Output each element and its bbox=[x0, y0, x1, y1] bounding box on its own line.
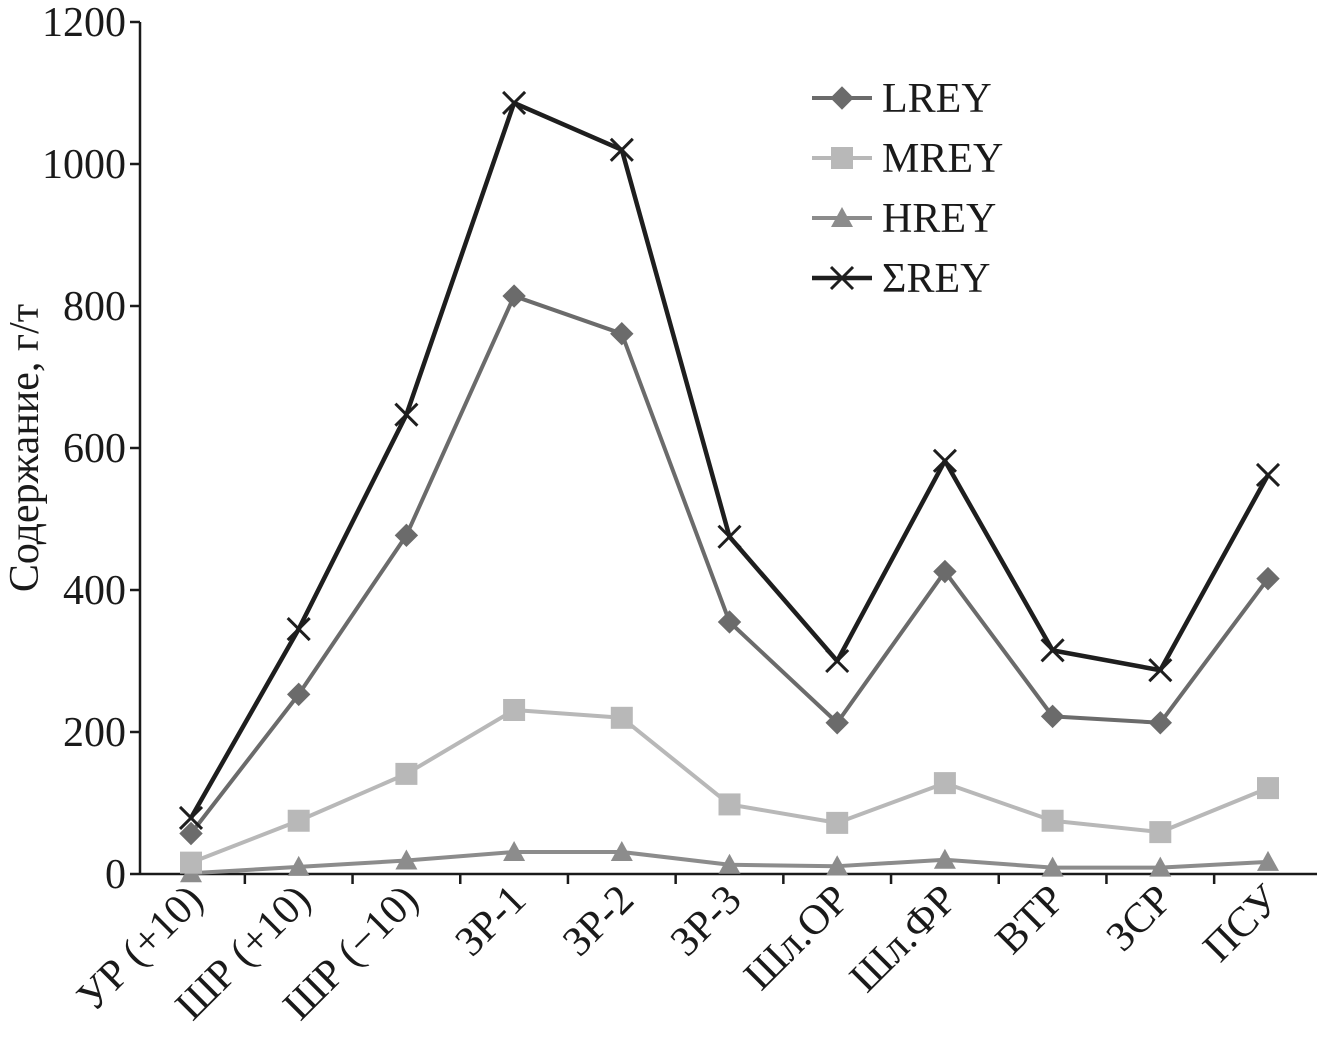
series-lrey bbox=[179, 284, 1280, 846]
y-tick-label: 800 bbox=[63, 284, 126, 330]
series-sum-rey bbox=[178, 90, 1281, 830]
data-point-sum-rey bbox=[609, 137, 634, 162]
data-point-mrey bbox=[1149, 821, 1172, 844]
data-point-hrey bbox=[287, 855, 310, 876]
legend-marker bbox=[829, 265, 855, 291]
data-point-sum-rey bbox=[1255, 462, 1281, 488]
series-hrey bbox=[180, 840, 1279, 883]
series-line-sum-rey bbox=[189, 100, 1270, 820]
data-point-sum-rey bbox=[717, 524, 742, 549]
data-point-hrey bbox=[826, 855, 849, 876]
data-point-lrey bbox=[933, 559, 957, 584]
data-point-lrey bbox=[1148, 711, 1173, 735]
series-line-lrey bbox=[189, 294, 1270, 835]
data-point-lrey bbox=[179, 821, 203, 846]
x-tick-label: Шл.ОР bbox=[736, 877, 859, 1000]
legend-item-mrey: MREY bbox=[812, 136, 1003, 182]
legend-label: LREY bbox=[882, 76, 992, 122]
data-point-lrey bbox=[825, 711, 849, 735]
data-point-mrey bbox=[933, 772, 956, 795]
y-tick-label: 200 bbox=[63, 710, 126, 756]
data-point-sum-rey bbox=[178, 805, 204, 830]
y-tick-label: 400 bbox=[63, 568, 126, 614]
data-point-lrey bbox=[394, 523, 419, 548]
data-point-lrey bbox=[1256, 566, 1280, 591]
data-point-hrey bbox=[395, 849, 418, 870]
data-point-hrey bbox=[1041, 856, 1064, 877]
series-line-mrey bbox=[190, 707, 1269, 865]
data-point-sum-rey bbox=[1040, 638, 1065, 663]
legend-marker bbox=[831, 207, 853, 227]
legend-item-sum-rey: ΣREY bbox=[812, 256, 990, 302]
legend-marker bbox=[830, 86, 854, 110]
x-tick-label: Шл.ФР bbox=[841, 877, 966, 1002]
data-point-sum-rey bbox=[825, 648, 850, 674]
data-point-mrey bbox=[503, 698, 526, 721]
data-point-sum-rey bbox=[1148, 658, 1173, 683]
x-tick-label: ПСУ bbox=[1195, 876, 1290, 971]
data-point-lrey bbox=[1040, 704, 1065, 729]
legend-label: ΣREY bbox=[882, 256, 990, 302]
legend-item-lrey: LREY bbox=[812, 76, 992, 122]
data-point-sum-rey bbox=[394, 402, 419, 427]
data-point-hrey bbox=[1149, 856, 1172, 877]
x-tick-label: ЗСР bbox=[1098, 877, 1182, 961]
legend-label: MREY bbox=[882, 136, 1003, 182]
y-tick-label: 0 bbox=[105, 852, 126, 898]
data-point-mrey bbox=[718, 793, 741, 816]
data-point-mrey bbox=[1257, 777, 1279, 800]
data-point-hrey bbox=[503, 840, 526, 861]
data-point-hrey bbox=[610, 840, 633, 861]
legend-item-hrey: HREY bbox=[812, 196, 996, 242]
data-point-lrey bbox=[717, 610, 742, 634]
data-point-lrey bbox=[286, 682, 311, 707]
series-mrey bbox=[180, 698, 1279, 874]
y-axis-title: Содержание, г/т bbox=[2, 304, 48, 592]
data-point-hrey bbox=[933, 848, 956, 869]
data-point-sum-rey bbox=[932, 448, 957, 473]
data-point-mrey bbox=[1041, 809, 1064, 832]
y-tick-label: 1000 bbox=[42, 142, 126, 188]
data-point-sum-rey bbox=[502, 90, 527, 116]
legend-marker bbox=[831, 147, 853, 169]
data-point-lrey bbox=[502, 284, 526, 308]
data-point-lrey bbox=[610, 321, 634, 346]
data-point-hrey bbox=[718, 853, 741, 874]
y-tick-label: 1200 bbox=[42, 0, 126, 46]
data-point-mrey bbox=[395, 762, 418, 785]
data-point-mrey bbox=[610, 706, 633, 729]
legend-label: HREY bbox=[882, 196, 996, 242]
x-tick-label: ЗР-3 bbox=[662, 877, 751, 966]
data-point-mrey bbox=[180, 851, 202, 874]
x-tick-label: ЗР-2 bbox=[554, 877, 643, 966]
data-point-mrey bbox=[287, 809, 310, 832]
x-tick-label: ВТР bbox=[987, 877, 1074, 964]
y-tick-label: 600 bbox=[63, 426, 126, 472]
data-point-sum-rey bbox=[286, 616, 311, 642]
x-tick-label: ЗР-1 bbox=[447, 877, 536, 966]
data-point-mrey bbox=[826, 811, 849, 834]
data-point-hrey bbox=[1257, 850, 1279, 871]
